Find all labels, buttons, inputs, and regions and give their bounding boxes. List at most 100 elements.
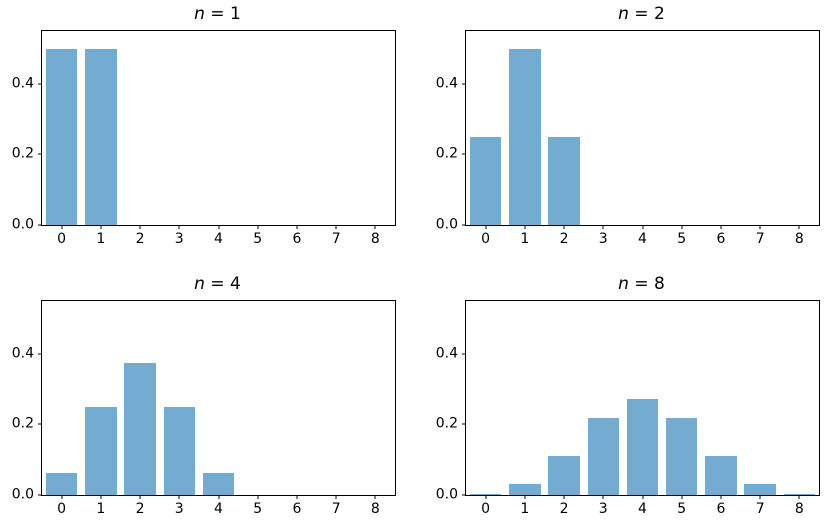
- y-tick-label: 0.0: [435, 216, 458, 233]
- x-tick-label: 7: [331, 231, 341, 247]
- bar-x0: [469, 493, 502, 495]
- x-tick-mark: [335, 495, 337, 499]
- bar-x2: [548, 136, 580, 225]
- subplot-n1: n = 1 0 1 2 3 4 5 6 7 8 0.0 0.2 0.4: [0, 0, 413, 263]
- x-tick-mark: [335, 225, 337, 229]
- y-tick-mark: [38, 83, 42, 85]
- x-tick-label: 2: [135, 501, 145, 517]
- title-value: = 2: [628, 4, 665, 24]
- x-tick-mark: [296, 225, 298, 229]
- bar-x2: [124, 362, 156, 495]
- x-tick-mark: [374, 495, 376, 499]
- bar-x2: [548, 456, 580, 495]
- x-tick-mark: [374, 225, 376, 229]
- x-tick-mark: [257, 225, 259, 229]
- x-tick-mark: [296, 495, 298, 499]
- x-tick-mark: [642, 225, 643, 229]
- title-variable: n: [194, 4, 205, 24]
- x-tick-label: 1: [96, 501, 106, 517]
- x-tick-label: 7: [331, 501, 341, 517]
- y-tick-label: 0.0: [11, 216, 34, 233]
- y-tick-label: 0.4: [11, 345, 34, 362]
- bar-x1: [85, 48, 117, 225]
- y-tick-label: 0.0: [11, 486, 34, 503]
- bar-x7: [744, 483, 776, 495]
- x-tick-label: 6: [716, 501, 726, 517]
- x-tick-label: 8: [370, 231, 380, 247]
- x-tick-mark: [61, 495, 63, 499]
- y-tick-mark: [462, 83, 466, 85]
- axes-n4: 0 1 2 3 4 5 6 7 8 0.0 0.2 0.4: [12, 300, 396, 517]
- x-tick-label: 7: [755, 231, 765, 247]
- y-tick-mark: [38, 153, 42, 155]
- x-tick-label: 3: [174, 231, 184, 247]
- x-tick-mark: [218, 225, 219, 229]
- axes-n2: 0 1 2 3 4 5 6 7 8 0.0 0.2 0.4: [436, 30, 820, 247]
- bar-x1: [509, 48, 541, 225]
- x-tick-mark: [681, 225, 683, 229]
- x-tick-label: 4: [638, 501, 647, 517]
- x-tick-mark: [798, 495, 800, 499]
- axes-n1: 0 1 2 3 4 5 6 7 8 0.0 0.2 0.4: [12, 30, 396, 247]
- x-tick-mark: [759, 225, 761, 229]
- x-tick-mark: [602, 225, 604, 229]
- bar-x3: [587, 417, 619, 495]
- y-tick-label: 0.4: [11, 75, 34, 92]
- x-tick-mark: [139, 225, 141, 229]
- x-tick-mark: [100, 495, 102, 499]
- y-tick-mark: [38, 423, 42, 425]
- x-tick-label: 2: [559, 231, 569, 247]
- x-tick-label: 3: [598, 231, 608, 247]
- title-variable: n: [194, 274, 205, 294]
- x-tick-mark: [178, 495, 180, 499]
- x-tick-label: 4: [214, 231, 223, 247]
- bar-x5: [666, 417, 698, 495]
- bar-x0: [45, 472, 78, 495]
- x-tick-mark: [100, 225, 102, 229]
- y-tick-label: 0.2: [435, 415, 458, 432]
- x-tick-label: 7: [755, 501, 765, 517]
- x-tick-label: 4: [638, 231, 647, 247]
- x-tick-label: 3: [598, 501, 608, 517]
- y-tick-mark: [38, 494, 42, 496]
- bar-x1: [85, 406, 117, 495]
- y-tick-label: 0.2: [11, 415, 34, 432]
- x-tick-label: 5: [253, 231, 263, 247]
- x-tick-mark: [485, 495, 487, 499]
- x-tick-label: 6: [716, 231, 726, 247]
- bar-x1: [509, 483, 541, 495]
- x-tick-mark: [602, 495, 604, 499]
- title-variable: n: [618, 4, 629, 24]
- x-tick-label: 8: [794, 231, 804, 247]
- x-tick-mark: [798, 225, 800, 229]
- y-tick-mark: [462, 153, 466, 155]
- axes-n8: 0 1 2 3 4 5 6 7 8 0.0 0.2 0.4: [436, 300, 820, 517]
- subplot-n2: n = 2 0 1 2 3 4 5 6 7 8 0.0 0.2 0.4: [413, 0, 826, 263]
- x-tick-mark: [139, 495, 141, 499]
- y-tick-label: 0.4: [435, 345, 458, 362]
- subplot-title: n = 1: [41, 2, 394, 26]
- x-tick-label: 0: [57, 231, 67, 247]
- y-tick-label: 0.2: [11, 145, 34, 162]
- x-tick-label: 2: [135, 231, 145, 247]
- subplot-title: n = 4: [41, 272, 394, 296]
- y-tick-mark: [462, 353, 466, 355]
- x-tick-mark: [681, 495, 683, 499]
- bar-x0: [469, 136, 502, 225]
- x-tick-label: 1: [96, 231, 106, 247]
- x-tick-label: 5: [253, 501, 263, 517]
- x-tick-mark: [563, 225, 565, 229]
- y-tick-mark: [462, 423, 466, 425]
- x-tick-mark: [178, 225, 180, 229]
- x-tick-mark: [524, 225, 526, 229]
- title-variable: n: [618, 274, 629, 294]
- x-tick-label: 3: [174, 501, 184, 517]
- bar-x4: [626, 398, 659, 495]
- y-tick-label: 0.4: [435, 75, 458, 92]
- y-tick-mark: [462, 494, 466, 496]
- x-tick-mark: [218, 495, 219, 499]
- bar-x8: [783, 493, 816, 495]
- x-tick-label: 0: [481, 501, 491, 517]
- x-tick-mark: [61, 225, 63, 229]
